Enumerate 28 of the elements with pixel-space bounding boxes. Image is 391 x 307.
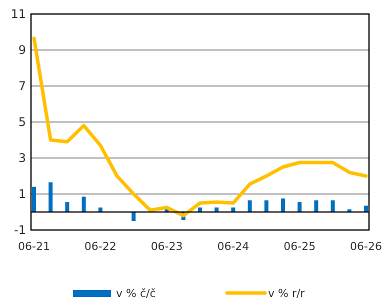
y-tick-label: 1 (18, 187, 26, 202)
bar (364, 206, 368, 212)
bar (281, 198, 285, 212)
y-tick-label: 9 (18, 43, 26, 58)
bar (132, 212, 136, 221)
legend-label: v % r/r (268, 286, 306, 300)
x-tick-label: 06-22 (84, 240, 116, 253)
legend-label: v % č/č (116, 286, 156, 300)
bar (314, 200, 318, 212)
bar (264, 200, 268, 212)
bar (248, 200, 252, 212)
bar (65, 202, 70, 212)
x-tick-label: 06-21 (18, 240, 50, 253)
x-tick-label: 06-24 (217, 240, 250, 253)
y-tick-label: 3 (18, 151, 26, 166)
bar (48, 182, 53, 212)
y-tick-label: -1 (14, 223, 26, 238)
x-tick-label: 06-26 (350, 240, 382, 253)
x-tick-label: 06-25 (284, 240, 316, 253)
bar (32, 186, 36, 212)
x-tick-label: 06-23 (150, 240, 183, 253)
bar (298, 202, 302, 212)
y-tick-label: 7 (18, 79, 26, 94)
y-tick-label: 5 (18, 115, 26, 130)
line-series (32, 36, 368, 218)
bar (82, 196, 86, 212)
y-tick-label: 11 (10, 7, 26, 22)
bar (330, 200, 335, 212)
